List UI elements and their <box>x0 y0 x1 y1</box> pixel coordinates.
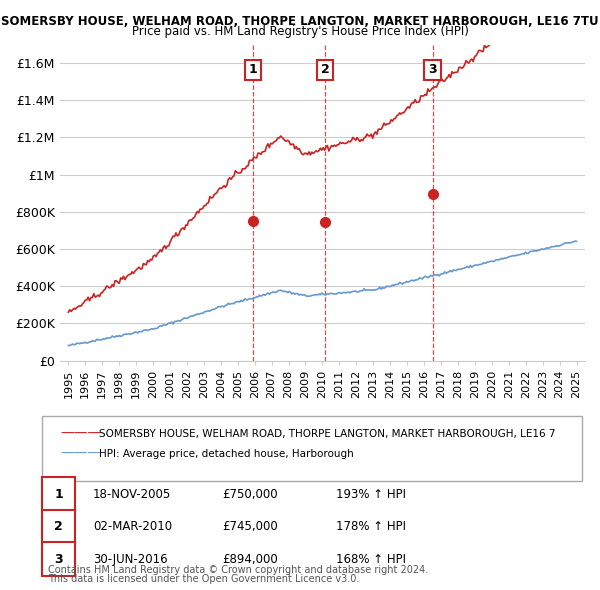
Text: 2: 2 <box>321 63 329 76</box>
Text: ———: ——— <box>60 447 101 461</box>
Text: 3: 3 <box>54 553 63 566</box>
Text: 2: 2 <box>54 520 63 533</box>
Text: 193% ↑ HPI: 193% ↑ HPI <box>336 488 406 501</box>
Text: HPI: Average price, detached house, Harborough: HPI: Average price, detached house, Harb… <box>99 450 354 459</box>
Text: £750,000: £750,000 <box>222 488 278 501</box>
Text: 178% ↑ HPI: 178% ↑ HPI <box>336 520 406 533</box>
Text: SOMERSBY HOUSE, WELHAM ROAD, THORPE LANGTON, MARKET HARBOROUGH, LE16 7: SOMERSBY HOUSE, WELHAM ROAD, THORPE LANG… <box>99 429 556 438</box>
Text: 18-NOV-2005: 18-NOV-2005 <box>93 488 171 501</box>
Text: 1: 1 <box>54 488 63 501</box>
Text: SOMERSBY HOUSE, WELHAM ROAD, THORPE LANGTON, MARKET HARBOROUGH, LE16 7TU: SOMERSBY HOUSE, WELHAM ROAD, THORPE LANG… <box>1 15 599 28</box>
Text: 02-MAR-2010: 02-MAR-2010 <box>93 520 172 533</box>
Text: Price paid vs. HM Land Registry's House Price Index (HPI): Price paid vs. HM Land Registry's House … <box>131 25 469 38</box>
Text: ———: ——— <box>60 427 101 441</box>
Text: £894,000: £894,000 <box>222 553 278 566</box>
Text: This data is licensed under the Open Government Licence v3.0.: This data is licensed under the Open Gov… <box>48 574 359 584</box>
Text: 1: 1 <box>248 63 257 76</box>
Text: Contains HM Land Registry data © Crown copyright and database right 2024.: Contains HM Land Registry data © Crown c… <box>48 565 428 575</box>
Text: 3: 3 <box>428 63 437 76</box>
Text: 168% ↑ HPI: 168% ↑ HPI <box>336 553 406 566</box>
Text: £745,000: £745,000 <box>222 520 278 533</box>
Text: 30-JUN-2016: 30-JUN-2016 <box>93 553 167 566</box>
